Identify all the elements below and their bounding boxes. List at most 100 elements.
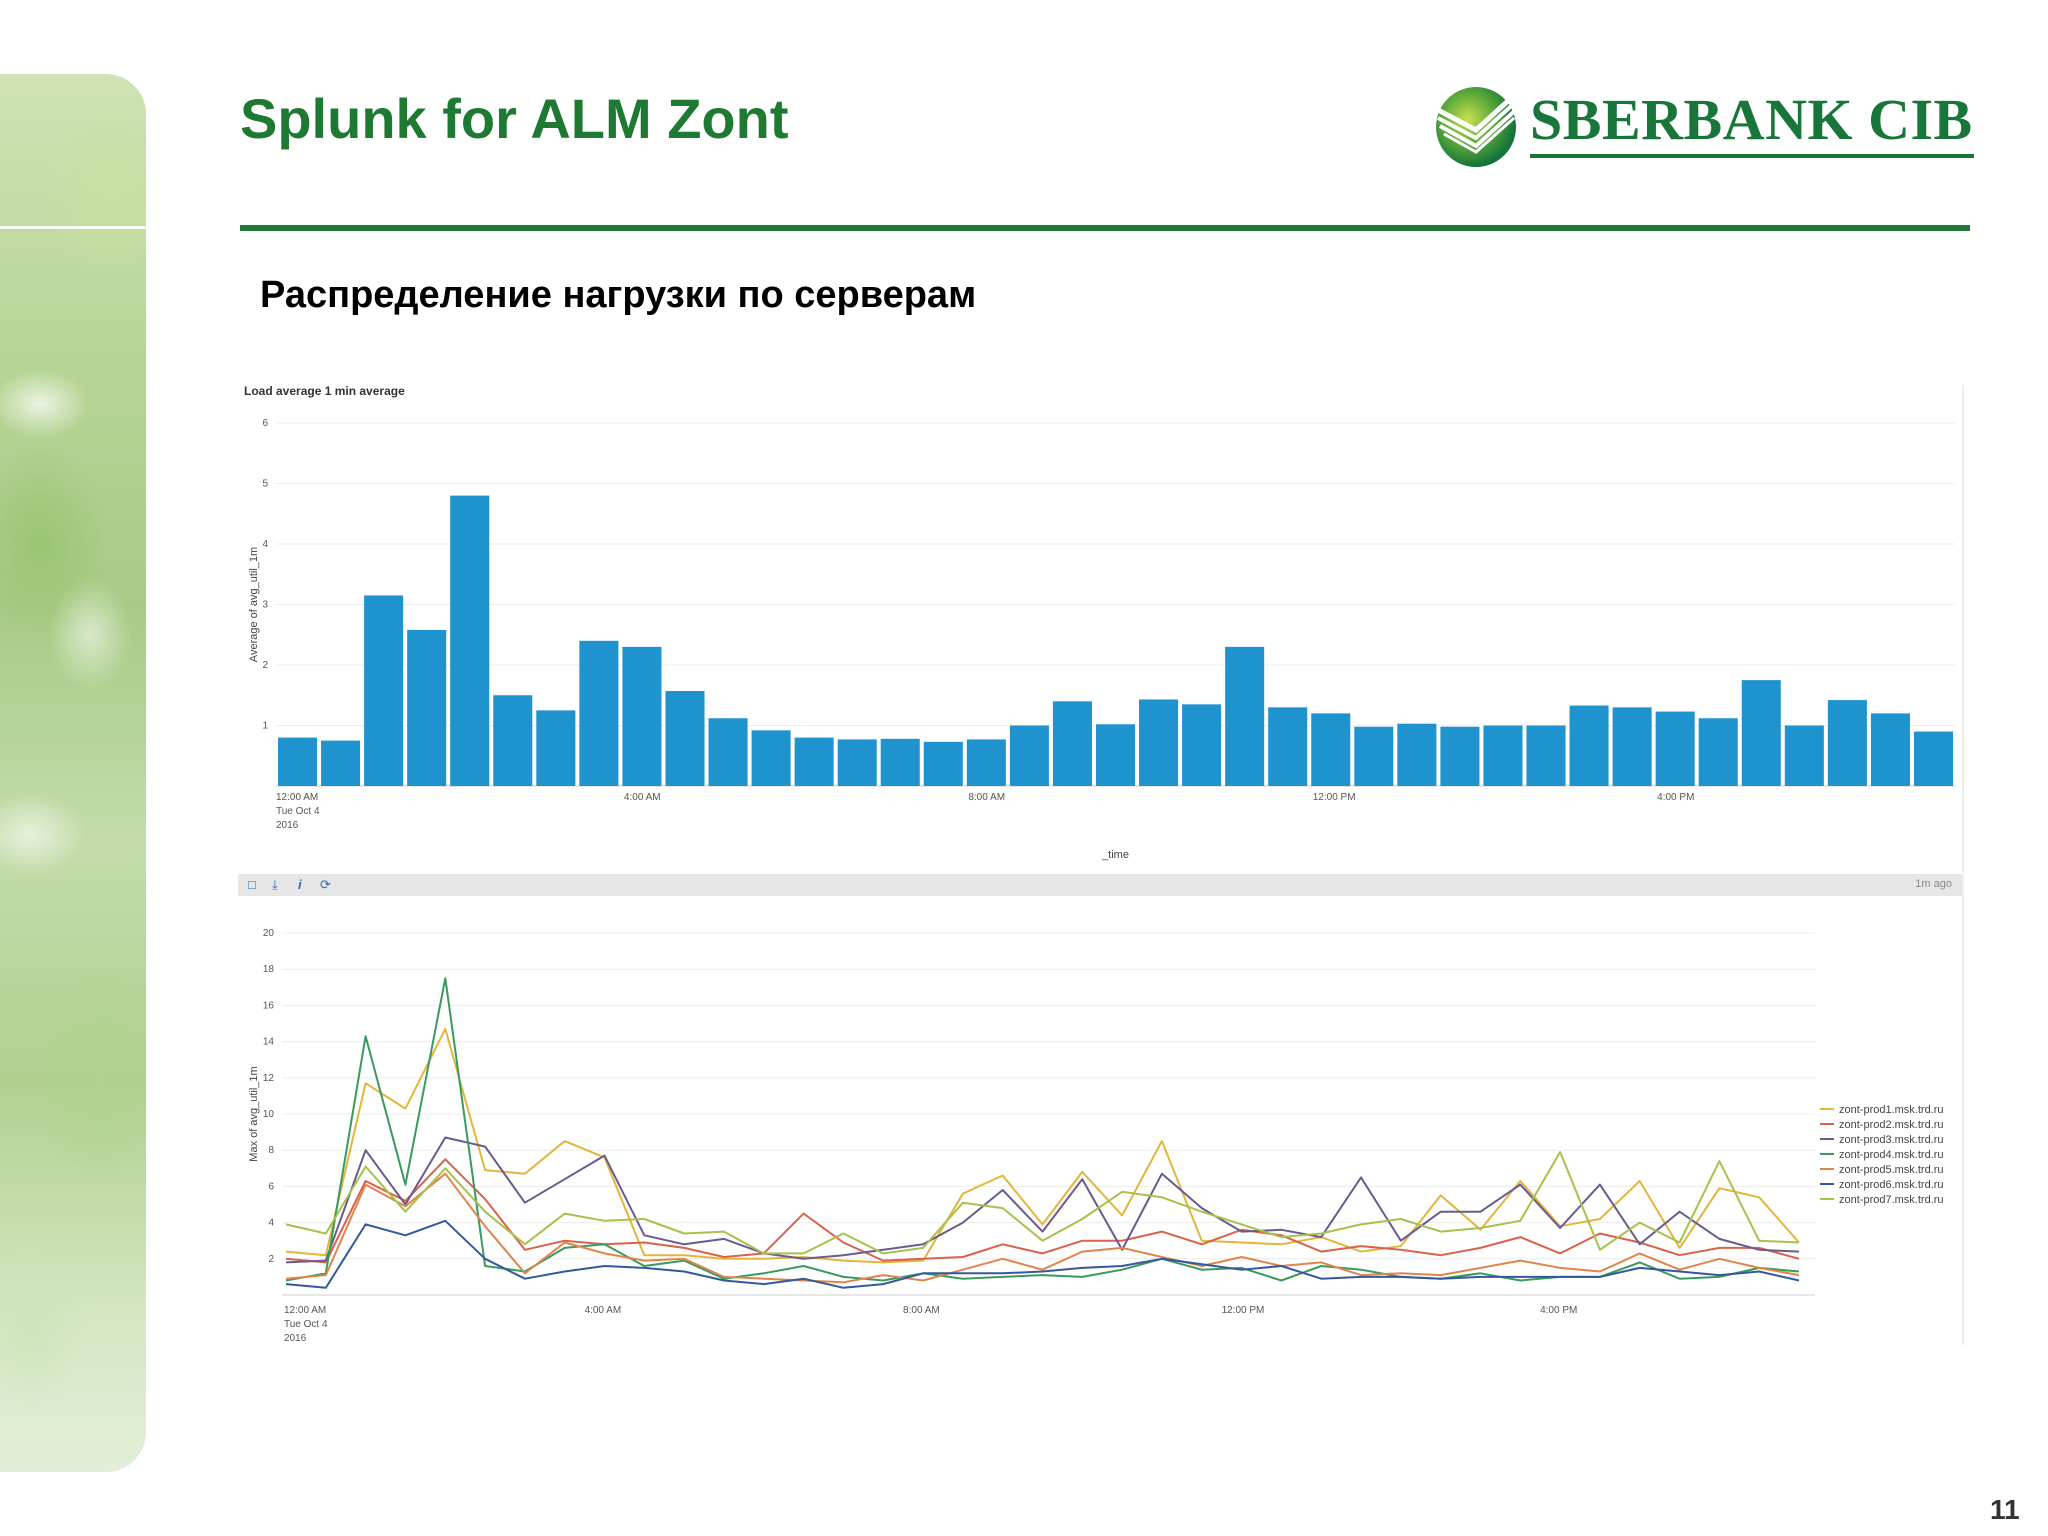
- series-line: [285, 1136, 1800, 1264]
- bar: [880, 738, 920, 786]
- x-tick-label: 12:00 PM: [1313, 792, 1356, 803]
- bar: [966, 739, 1006, 786]
- legend-item: zont-prod5.msk.trd.ru: [1839, 1164, 1944, 1176]
- bar: [1397, 723, 1437, 786]
- y-tick-label: 16: [263, 1000, 275, 1011]
- bar: [407, 629, 447, 786]
- x-tick-label: 4:00 AM: [585, 1305, 622, 1316]
- y-tick-label: 10: [263, 1109, 275, 1120]
- series-line: [285, 1151, 1800, 1255]
- legend-item: zont-prod1.msk.trd.ru: [1839, 1104, 1944, 1116]
- y-tick-label: 14: [263, 1037, 275, 1048]
- legend-item: zont-prod7.msk.trd.ru: [1839, 1194, 1944, 1206]
- open-search-icon[interactable]: □: [248, 877, 256, 892]
- x-tick-label: 2016: [276, 820, 299, 831]
- bar: [1225, 646, 1265, 786]
- bar: [493, 695, 533, 786]
- sberbank-cib-logo: SBERBANK CIB: [1428, 80, 1978, 170]
- bar: [1095, 724, 1136, 786]
- y-axis-title: Average of avg_util_1m: [248, 547, 260, 662]
- x-axis-title: _time: [1101, 849, 1129, 861]
- chart1-title: Load average 1 min average: [244, 384, 405, 398]
- last-updated-label: 1m ago: [1915, 878, 1952, 890]
- x-tick-label: Tue Oct 4: [284, 1319, 328, 1330]
- bar: [1784, 725, 1824, 786]
- bar: [708, 718, 748, 786]
- refresh-icon[interactable]: ⟳: [320, 877, 331, 892]
- series-line: [285, 1027, 1800, 1264]
- panel-toolbar: □ ⤓ i ⟳ 1m ago: [238, 874, 1964, 896]
- bar: [1612, 707, 1652, 786]
- y-axis-title: Max of avg_util_1m: [248, 1066, 260, 1161]
- x-tick-label: 12:00 PM: [1222, 1305, 1265, 1316]
- x-tick-label: 4:00 PM: [1657, 792, 1694, 803]
- bar: [665, 691, 705, 786]
- bar: [1311, 713, 1351, 786]
- bar: [1139, 699, 1179, 786]
- bar: [1870, 713, 1910, 786]
- x-tick-label: 12:00 AM: [276, 792, 318, 803]
- side-decorative-image: [0, 74, 146, 1472]
- bar-chart-load-average: 1 2 3 4 5 6 12:00 AM Tue Oct 4 2016 4:00 AM 8:00 A…: [248, 418, 1955, 861]
- series-line: [285, 1158, 1800, 1264]
- bar: [536, 710, 576, 786]
- page-number: 11: [1990, 1494, 2020, 1525]
- y-tick-label: 8: [268, 1145, 274, 1156]
- legend-item: zont-prod2.msk.trd.ru: [1839, 1119, 1944, 1131]
- legend-item: zont-prod3.msk.trd.ru: [1839, 1134, 1944, 1146]
- x-tick-label: 8:00 AM: [968, 792, 1005, 803]
- line-chart-max-load: 2 4 6 8 10 12 14 16 18 20 12:00 AM Tue Oct 4 2016 4:0…: [248, 928, 1944, 1344]
- side-image-divider: [0, 226, 146, 229]
- bar: [1526, 725, 1566, 786]
- logo-text: SBERBANK CIB: [1530, 87, 1973, 152]
- y-tick-label: 2: [268, 1254, 274, 1265]
- bar: [751, 730, 791, 786]
- bar: [579, 640, 619, 786]
- y-tick-label: 4: [268, 1218, 274, 1229]
- logo-underline: [1530, 154, 1974, 158]
- bar: [1009, 725, 1049, 786]
- bar: [1698, 718, 1738, 786]
- slide-title: Splunk for ALM Zont: [240, 87, 789, 150]
- bar: [278, 737, 318, 786]
- bar: [1268, 707, 1308, 786]
- bar: [1569, 705, 1609, 786]
- bar: [1827, 700, 1867, 786]
- y-tick-label: 5: [262, 479, 268, 490]
- legend-item: zont-prod4.msk.trd.ru: [1839, 1149, 1944, 1161]
- x-tick-label: 12:00 AM: [284, 1305, 326, 1316]
- y-tick-label: 12: [263, 1073, 275, 1084]
- title-rule: [240, 225, 1970, 231]
- x-tick-label: 8:00 AM: [903, 1305, 940, 1316]
- bar: [450, 495, 490, 786]
- bar: [321, 740, 361, 786]
- y-tick-label: 6: [262, 418, 268, 429]
- y-tick-label: 18: [263, 964, 275, 975]
- x-tick-label: 4:00 AM: [624, 792, 661, 803]
- x-tick-label: 2016: [284, 1333, 307, 1344]
- bar: [1182, 704, 1222, 786]
- y-tick-label: 4: [262, 539, 268, 550]
- bar: [1440, 726, 1480, 786]
- x-tick-label: Tue Oct 4: [276, 806, 320, 817]
- sberbank-emblem-icon: [1436, 87, 1522, 167]
- y-tick-label: 20: [263, 928, 275, 939]
- y-tick-label: 2: [262, 660, 268, 671]
- bar: [1483, 725, 1523, 786]
- bar: [794, 737, 834, 786]
- series-line: [285, 1219, 1800, 1289]
- x-tick-label: 4:00 PM: [1540, 1305, 1577, 1316]
- panel-edge: [1962, 385, 1964, 1345]
- y-tick-label: 3: [262, 600, 268, 611]
- bar: [1913, 731, 1953, 786]
- legend-item: zont-prod6.msk.trd.ru: [1839, 1179, 1944, 1191]
- bar: [923, 741, 963, 786]
- y-tick-label: 6: [268, 1181, 274, 1192]
- bar: [1741, 680, 1781, 786]
- bar: [1354, 726, 1394, 786]
- bar: [1052, 701, 1092, 786]
- bar: [837, 739, 877, 786]
- export-icon[interactable]: ⤓: [272, 877, 278, 892]
- info-icon[interactable]: i: [298, 877, 302, 892]
- bar: [1655, 711, 1695, 786]
